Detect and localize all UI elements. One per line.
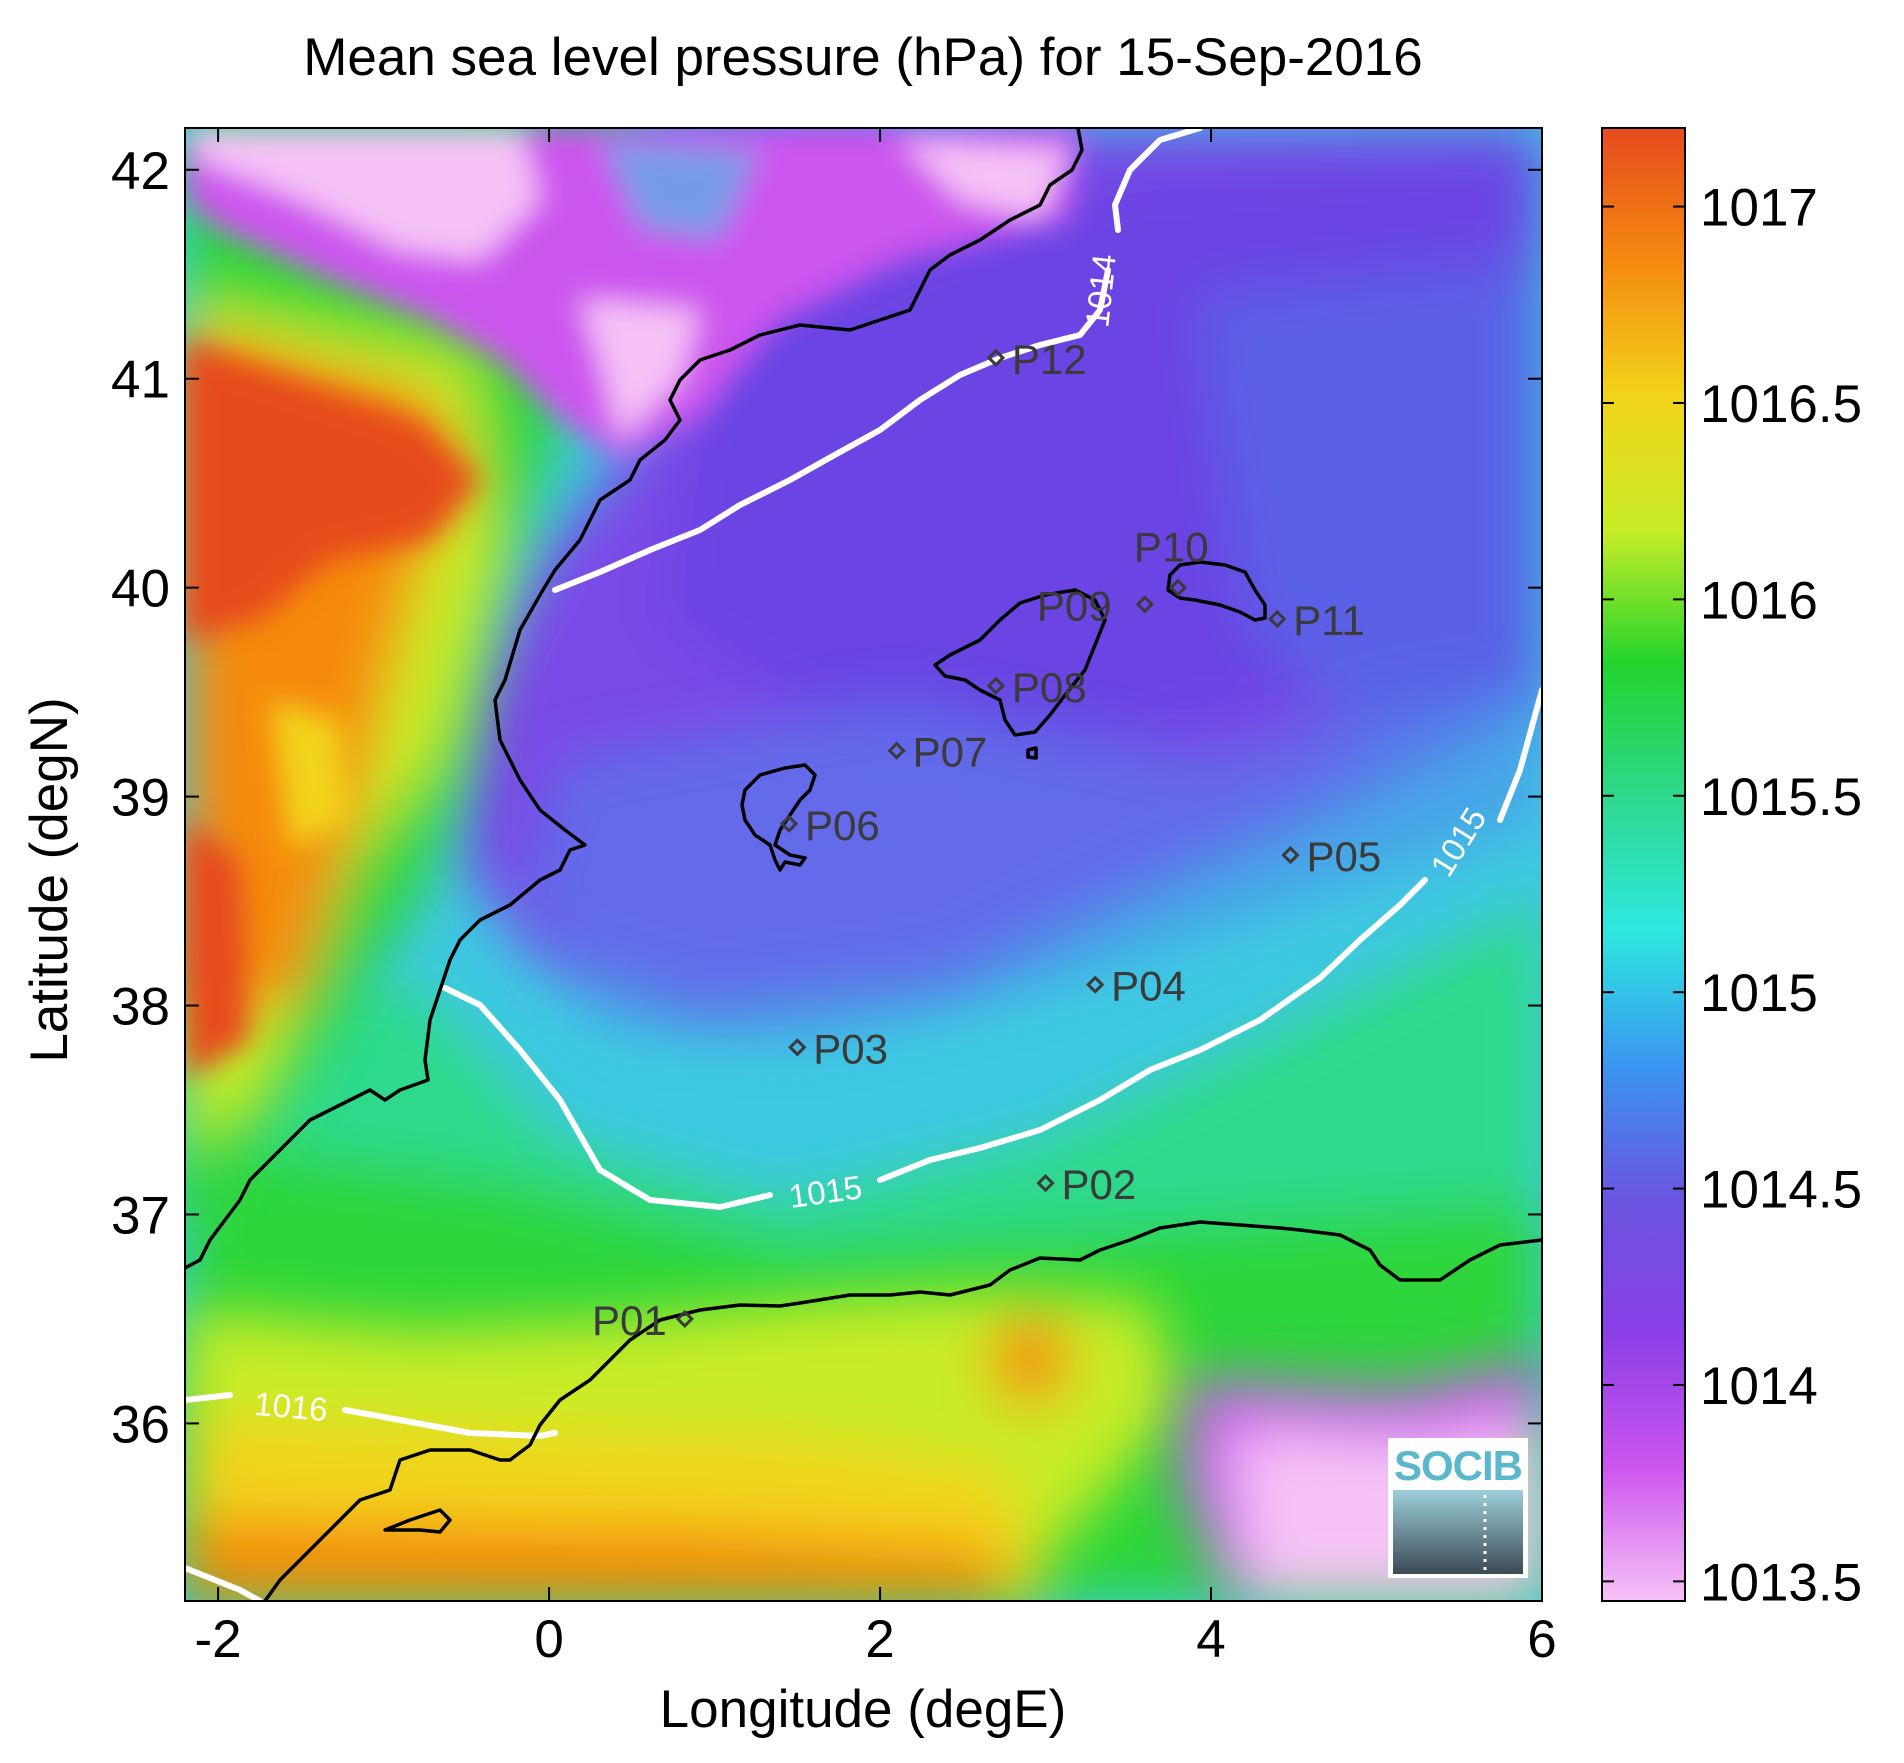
station-marker: P05 (1281, 833, 1381, 880)
pressure-field (185, 128, 1542, 1601)
station-label: P02 (1062, 1161, 1137, 1208)
x-tick-label: 6 (1527, 1610, 1556, 1669)
station-diamond-icon (986, 348, 1006, 367)
contour-label: 1016 (253, 1385, 329, 1428)
x-axis-label: Longitude (degE) (660, 1680, 1067, 1739)
colorbar-tick-label: 1015.5 (1700, 768, 1862, 827)
colorbar-tick-label: 1017 (1700, 179, 1818, 238)
coastlines (185, 128, 1542, 1601)
station-diamond-icon (675, 1309, 694, 1329)
y-tick-label: 39 (111, 769, 170, 828)
colorbar-tick-label: 1015 (1700, 964, 1818, 1023)
y-axis: 36 37 38 39 40 41 42 (111, 142, 1542, 1454)
station-marker: P08 (986, 664, 1087, 711)
y-tick-label: 38 (111, 978, 170, 1037)
y-tick-label: 42 (111, 142, 170, 201)
mallorca-coastline (933, 588, 1107, 737)
isobar-contours (185, 128, 1542, 1601)
socib-logo-text: SOCIB (1394, 1442, 1522, 1489)
station-markers: P01 P02 P03 P04 P05 P06 P07 P08 P09 P10 P11 P12 (592, 336, 1381, 1344)
colorbar: 1013.5 1014 1014.5 1015 1015.5 1016 1016.5 1017 (1601, 127, 1862, 1612)
station-label: P05 (1306, 833, 1381, 880)
station-label: P01 (592, 1297, 667, 1344)
station-diamond-icon (1168, 578, 1188, 597)
station-marker: P10 (1134, 524, 1209, 597)
station-diamond-icon (1135, 595, 1154, 614)
alboran-island (383, 1508, 452, 1534)
y-tick-label: 37 (111, 1186, 170, 1245)
y-tick-label: 40 (111, 560, 170, 619)
station-marker: P12 (986, 336, 1087, 383)
station-diamond-icon (1086, 975, 1105, 994)
colorbar-tick-label: 1014.5 (1700, 1161, 1862, 1220)
station-diamond-icon (1281, 845, 1300, 865)
station-label: P03 (813, 1025, 888, 1072)
x-tick-label: 2 (865, 1610, 894, 1669)
station-diamond-icon (779, 814, 799, 833)
station-label: P04 (1111, 963, 1186, 1010)
station-diamond-icon (986, 676, 1006, 695)
colorbar-tick-label: 1014 (1700, 1357, 1818, 1416)
colorbar-ticks: 1013.5 1014 1014.5 1015 1015.5 1016 1016.5 1017 (1602, 179, 1862, 1612)
station-marker: P11 (1268, 597, 1365, 644)
station-label: P08 (1012, 664, 1087, 711)
station-label: P06 (805, 802, 880, 849)
station-marker: P02 (1036, 1161, 1137, 1208)
station-label: P09 (1037, 582, 1112, 629)
isobar-1015-south (442, 985, 773, 1211)
cabrera-island (1026, 746, 1038, 760)
africa-coastline (263, 1220, 1542, 1601)
y-tick-label: 36 (111, 1395, 170, 1454)
ibiza-coastline (740, 763, 817, 872)
station-marker: P09 (1037, 582, 1154, 629)
x-axis: -2 0 2 4 6 (195, 128, 1557, 1669)
station-label: P12 (1012, 336, 1087, 383)
station-diamond-icon (887, 741, 906, 760)
map-frame (184, 127, 1543, 1602)
station-marker: P04 (1086, 963, 1186, 1010)
station-label: P11 (1293, 597, 1365, 644)
station-marker: P07 (887, 729, 988, 776)
iberia-coastline (185, 128, 1084, 1270)
y-tick-label: 41 (111, 351, 170, 410)
isobar-1016 (185, 1392, 558, 1440)
station-marker: P01 (592, 1297, 694, 1344)
x-tick-label: 0 (534, 1610, 563, 1669)
contour-label: 1014 (1078, 252, 1122, 329)
colorbar-tick-label: 1013.5 (1700, 1553, 1862, 1612)
colorbar-scale (1601, 127, 1686, 1602)
colorbar-tick-label: 1016.5 (1700, 375, 1862, 434)
station-marker: P03 (788, 1025, 888, 1072)
station-marker: P06 (779, 802, 880, 849)
x-tick-label: 4 (1196, 1610, 1225, 1669)
isobar-1014 (552, 128, 1203, 593)
colorbar-tick-label: 1016 (1700, 571, 1818, 630)
station-diamond-icon (1268, 609, 1287, 629)
isobar-1015-east (877, 687, 1542, 1183)
map-title: Mean sea level pressure (hPa) for 15-Sep… (303, 28, 1423, 87)
socib-logo: SOCIB (1388, 1438, 1528, 1578)
station-label: P07 (913, 729, 988, 776)
menorca-coastline (1166, 560, 1267, 622)
station-diamond-icon (788, 1038, 807, 1057)
y-axis-label: Latitude (degN) (20, 697, 79, 1062)
station-diamond-icon (1036, 1174, 1055, 1193)
x-tick-label: -2 (195, 1610, 242, 1669)
station-label: P10 (1134, 524, 1209, 571)
